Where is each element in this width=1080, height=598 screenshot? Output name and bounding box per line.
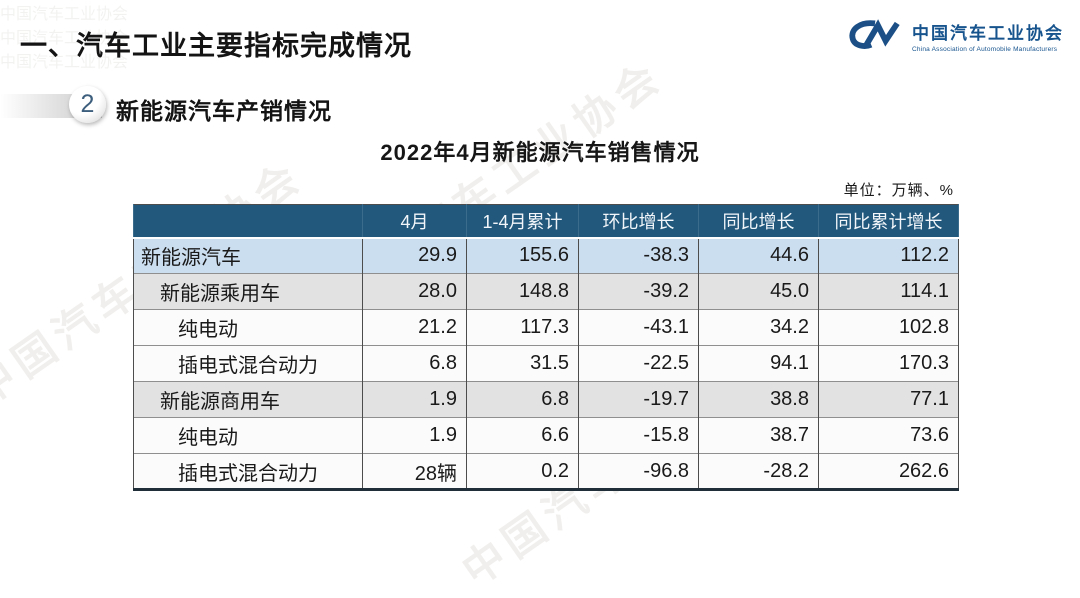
logo-name-en: China Association of Automobile Manufact… [912, 46, 1058, 53]
cell-value: 262.6 [818, 453, 959, 490]
logo-name-cn: 中国汽车工业协会 [912, 24, 1064, 43]
cell-value: 6.6 [466, 417, 579, 454]
caam-logo: 中国汽车工业协会 China Association of Automobile… [846, 14, 1064, 58]
cell-value: 28.0 [362, 273, 467, 310]
cell-value: 114.1 [818, 273, 959, 310]
col-header-april: 4月 [362, 204, 467, 239]
watermark-text: 中国汽车工业协会 [0, 30, 129, 47]
cell-value: 6.8 [466, 381, 579, 418]
cell-value: -96.8 [578, 453, 699, 490]
cell-value: -15.8 [578, 417, 699, 454]
cell-value: 73.6 [818, 417, 959, 454]
col-header-cumulative: 1-4月累计 [466, 204, 579, 239]
table-header-row: 4月 1-4月累计 环比增长 同比增长 同比累计增长 [133, 204, 959, 239]
table-row: 插电式混合动力 6.8 31.5 -22.5 94.1 170.3 [133, 345, 959, 382]
col-header-yoy-cum: 同比累计增长 [818, 204, 959, 239]
table-row: 新能源乘用车 28.0 148.8 -39.2 45.0 114.1 [133, 273, 959, 310]
cell-value: -19.7 [578, 381, 699, 418]
cell-value: 38.8 [698, 381, 819, 418]
row-label: 纯电动 [133, 417, 363, 454]
cell-value: -39.2 [578, 273, 699, 310]
cell-value: -38.3 [578, 237, 699, 274]
row-label: 新能源汽车 [133, 237, 363, 274]
table-row: 新能源汽车 29.9 155.6 -38.3 44.6 112.2 [133, 237, 959, 274]
cell-value: 112.2 [818, 237, 959, 274]
cell-value: 21.2 [362, 309, 467, 346]
cell-value: 29.9 [362, 237, 467, 274]
page-title: 一、汽车工业主要指标完成情况 [20, 31, 412, 61]
table-row: 纯电动 1.9 6.6 -15.8 38.7 73.6 [133, 417, 959, 454]
cell-value: 0.2 [466, 453, 579, 490]
table-title: 2022年4月新能源汽车销售情况 [380, 140, 700, 165]
row-label: 插电式混合动力 [133, 453, 363, 490]
cell-value: 1.9 [362, 417, 467, 454]
cell-value: 31.5 [466, 345, 579, 382]
table-row: 纯电动 21.2 117.3 -43.1 34.2 102.8 [133, 309, 959, 346]
table-row: 插电式混合动力 28辆 0.2 -96.8 -28.2 262.6 [133, 453, 959, 490]
cell-value: 1.9 [362, 381, 467, 418]
col-header-label [133, 204, 363, 239]
cell-value: 45.0 [698, 273, 819, 310]
table-row: 新能源商用车 1.9 6.8 -19.7 38.8 77.1 [133, 381, 959, 418]
row-label: 新能源商用车 [133, 381, 363, 418]
cell-value: -43.1 [578, 309, 699, 346]
cell-value: 34.2 [698, 309, 819, 346]
subsection-title: 新能源汽车产销情况 [116, 98, 332, 124]
col-header-yoy: 同比增长 [698, 204, 819, 239]
cell-value: 117.3 [466, 309, 579, 346]
cell-value: 44.6 [698, 237, 819, 274]
row-label: 纯电动 [133, 309, 363, 346]
col-header-mom: 环比增长 [578, 204, 699, 239]
cell-value: 94.1 [698, 345, 819, 382]
cell-value: 148.8 [466, 273, 579, 310]
watermark-text: 中国汽车工业协会 [0, 54, 129, 71]
watermark-text: 中国汽车工业协会 [0, 6, 129, 23]
row-label: 新能源乘用车 [133, 273, 363, 310]
cell-value: -22.5 [578, 345, 699, 382]
unit-note: 单位：万辆、% [843, 182, 954, 199]
cell-value: 77.1 [818, 381, 959, 418]
caam-cm-logo-icon [849, 19, 900, 49]
cell-value: 170.3 [818, 345, 959, 382]
cell-value: 38.7 [698, 417, 819, 454]
cell-value: -28.2 [698, 453, 819, 490]
cell-value: 28辆 [362, 453, 467, 490]
row-label: 插电式混合动力 [133, 345, 363, 382]
cell-value: 6.8 [362, 345, 467, 382]
cell-value: 102.8 [818, 309, 959, 346]
cell-value: 155.6 [466, 237, 579, 274]
section-number-badge: 2 [69, 86, 106, 123]
nev-sales-table: 4月 1-4月累计 环比增长 同比增长 同比累计增长 新能源汽车 29.9 15… [133, 204, 959, 491]
